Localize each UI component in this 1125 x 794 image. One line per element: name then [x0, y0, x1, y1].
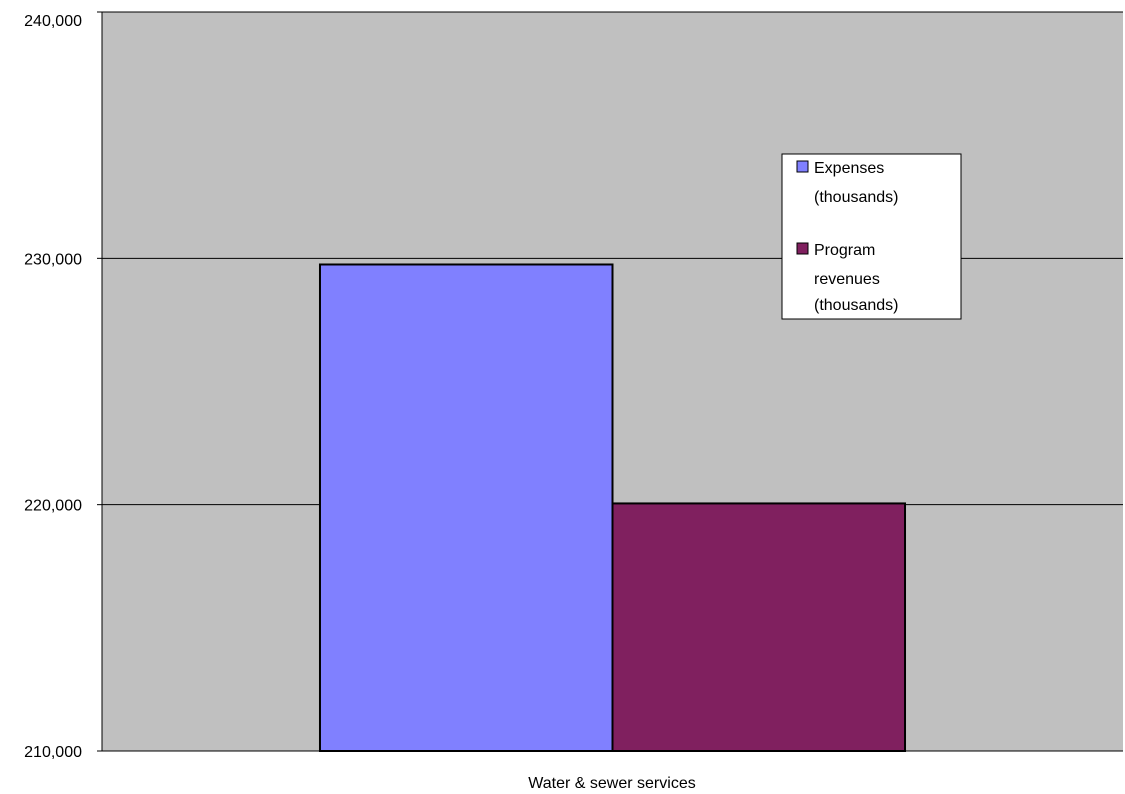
- legend: Expenses (thousands) Program revenues (t…: [781, 153, 962, 320]
- legend-label-program-revenues-line2: revenues: [814, 271, 880, 288]
- x-tick-label: Water & sewer services: [528, 775, 695, 792]
- bar-program-revenues: [611, 502, 907, 752]
- legend-label-expenses-line2: (thousands): [814, 189, 899, 206]
- legend-label-program-revenues-line1: Program: [814, 242, 875, 259]
- legend-box: [781, 153, 962, 320]
- y-tick-label: 210,000: [24, 744, 82, 761]
- y-tick-label: 230,000: [24, 251, 82, 268]
- legend-label-program-revenues-line3: (thousands): [814, 297, 899, 314]
- legend-swatch-program-revenues: [796, 242, 809, 255]
- y-tick-label: 220,000: [24, 498, 82, 515]
- y-tick-label: 240,000: [24, 13, 82, 30]
- legend-swatch-expenses: [796, 160, 809, 173]
- bars: [318, 263, 907, 752]
- y-axis-ticks: 210,000 220,000 230,000 240,000: [24, 11, 102, 761]
- bar-expenses: [318, 263, 614, 752]
- legend-label-expenses-line1: Expenses: [814, 160, 884, 177]
